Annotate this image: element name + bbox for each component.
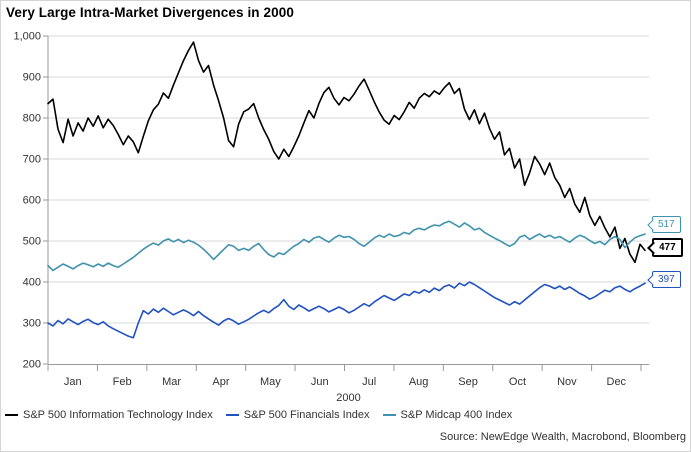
month-label: Nov xyxy=(557,376,577,388)
year-label: 2000 xyxy=(336,392,360,404)
legend: S&P 500 Information Technology Index S&P … xyxy=(5,409,512,421)
month-label: Jan xyxy=(64,376,82,388)
y-tick-label: 500 xyxy=(23,236,41,248)
y-tick-label: 400 xyxy=(23,277,41,289)
series-line-2 xyxy=(47,281,646,339)
end-value-label: 517 xyxy=(652,216,681,234)
series-line-1 xyxy=(47,41,646,264)
y-tick-label: 200 xyxy=(23,359,41,371)
month-label: Mar xyxy=(162,376,181,388)
series-line-3 xyxy=(47,220,646,272)
legend-item: S&P 500 Financials Index xyxy=(225,409,370,421)
month-label: Feb xyxy=(113,376,132,388)
month-label: Sep xyxy=(458,376,478,388)
end-value-label: 397 xyxy=(652,271,681,289)
legend-item: S&P Midcap 400 Index xyxy=(382,409,513,421)
month-label: May xyxy=(260,376,281,388)
y-tick-label: 300 xyxy=(23,318,41,330)
y-tick-label: 600 xyxy=(23,195,41,207)
legend-line-swatch xyxy=(225,414,239,416)
legend-line-swatch xyxy=(5,414,18,416)
month-label: Aug xyxy=(409,376,429,388)
month-label: Jul xyxy=(362,376,376,388)
source-text: Source: NewEdge Wealth, Macrobond, Bloom… xyxy=(439,431,686,443)
month-label: Apr xyxy=(212,376,229,388)
y-tick-label: 700 xyxy=(23,154,41,166)
y-tick-label: 800 xyxy=(23,113,41,125)
legend-item: S&P 500 Information Technology Index xyxy=(5,409,213,421)
month-label: Jun xyxy=(311,376,329,388)
y-tick-label: 900 xyxy=(23,72,41,84)
chart-title: Very Large Intra-Market Divergences in 2… xyxy=(6,5,294,20)
legend-line-swatch xyxy=(382,414,396,416)
legend-label: S&P Midcap 400 Index xyxy=(400,409,513,421)
month-label: Dec xyxy=(607,376,627,388)
y-tick-label: 1,000 xyxy=(13,31,41,43)
month-label: Oct xyxy=(509,376,526,388)
end-value-label: 477 xyxy=(652,238,683,258)
legend-label: S&P 500 Financials Index xyxy=(243,409,370,421)
legend-label: S&P 500 Information Technology Index xyxy=(23,409,213,421)
